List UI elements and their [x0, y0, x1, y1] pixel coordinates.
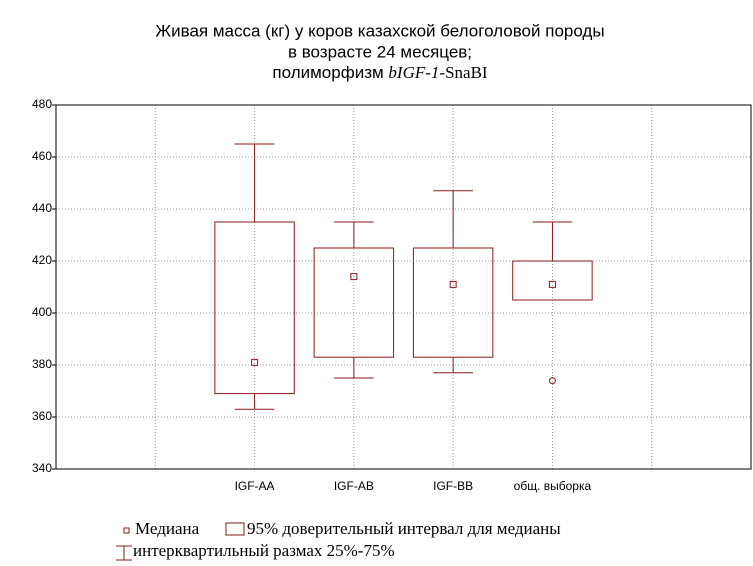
box	[214, 221, 295, 395]
x-tick-label: IGF-AB	[334, 479, 374, 493]
title-part: полиморфизм	[272, 63, 388, 82]
y-tick-label: 400	[32, 305, 52, 319]
median	[548, 280, 556, 288]
y-tick-label: 360	[32, 409, 52, 423]
legend-label: Медиана	[135, 519, 200, 538]
legend-median-key	[123, 527, 130, 534]
y-tick-label: 380	[32, 357, 52, 371]
x-tick-label: общ. выборка	[514, 479, 592, 493]
y-tick-label: 340	[32, 461, 52, 475]
median	[449, 280, 457, 288]
legend-label: 95% доверительный интервал для медианы	[247, 519, 561, 538]
plot-frame	[55, 104, 752, 470]
y-tick-label: 440	[32, 201, 52, 215]
median	[350, 273, 358, 281]
y-tick-label: 460	[32, 149, 52, 163]
legend-label: интерквартильный размах 25%-75%	[133, 541, 395, 560]
title-part: bIGF-1	[388, 63, 439, 82]
y-tick-label: 480	[32, 97, 52, 111]
title: в возрасте 24 месяцев;	[288, 42, 472, 61]
title: полиморфизм bIGF-1-SnaBI	[272, 63, 487, 83]
outlier	[548, 377, 556, 385]
box	[412, 247, 494, 358]
title-part: -SnaBI	[439, 63, 488, 82]
y-tick-label: 420	[32, 253, 52, 267]
title: Живая масса (кг) у коров казахской белог…	[155, 21, 604, 40]
box	[313, 247, 395, 358]
median	[251, 358, 259, 366]
x-tick-label: IGF-AA	[235, 479, 275, 493]
legend-box-key	[225, 522, 245, 536]
x-tick-label: IGF-BB	[433, 479, 473, 493]
box	[512, 260, 593, 301]
